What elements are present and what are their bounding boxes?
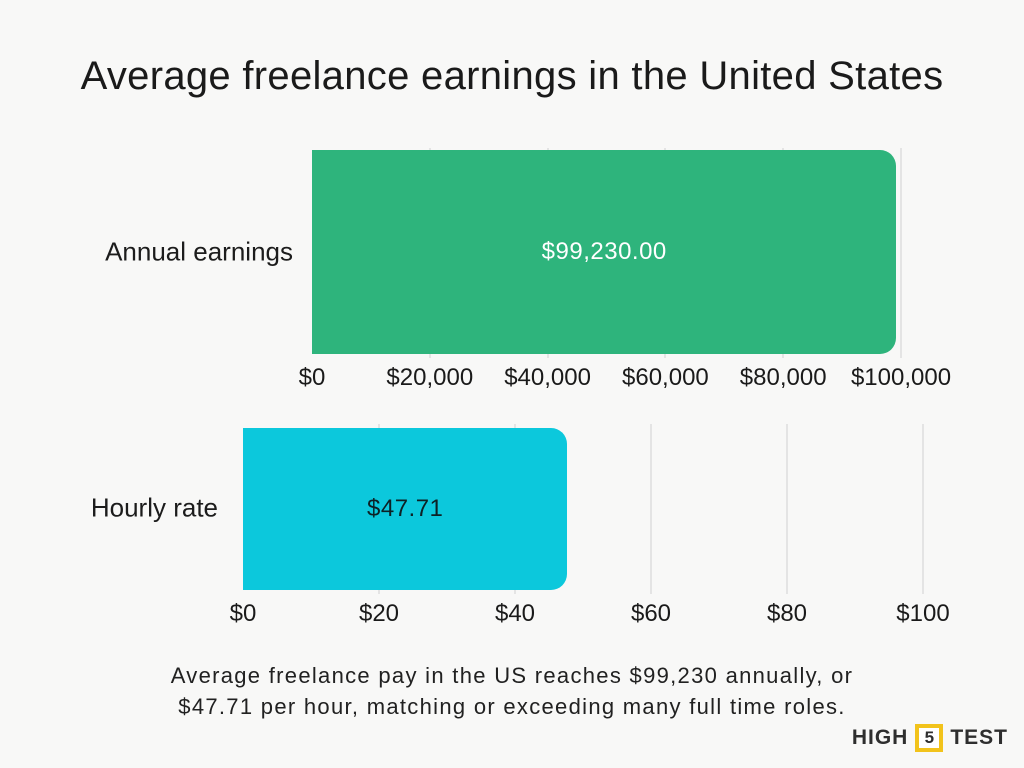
high5test-logo: HIGH 5 TEST	[852, 724, 1008, 752]
gridline	[922, 424, 924, 594]
x-tick-label: $20	[358, 600, 400, 627]
caption-line-2: $47.71 per hour, matching or exceeding m…	[178, 694, 846, 719]
x-tick-label: $60	[630, 600, 672, 627]
page-title: Average freelance earnings in the United…	[80, 54, 944, 98]
plot-area: $47.71	[243, 424, 924, 594]
gridline	[650, 424, 652, 594]
plot-area: $99,230.00	[312, 148, 902, 358]
logo-word-high: HIGH	[851, 726, 909, 749]
gridline	[786, 424, 788, 594]
category-label-annual-earnings: Annual earnings	[105, 236, 293, 267]
caption-line-1: Average freelance pay in the US reaches …	[170, 663, 854, 688]
x-tick-label: $40,000	[504, 364, 591, 391]
bar: $99,230.00	[312, 150, 897, 354]
logo-word-test: TEST	[950, 726, 1008, 749]
logo-number-box: 5	[915, 724, 944, 752]
x-tick-label: $20,000	[386, 364, 474, 391]
x-tick-label: $100,000	[850, 364, 952, 391]
bar: $47.71	[243, 428, 568, 590]
x-tick-label: $40	[494, 600, 536, 627]
x-tick-label: $0	[229, 600, 257, 627]
gridline	[900, 148, 902, 358]
category-label-hourly-rate: Hourly rate	[90, 492, 218, 523]
chart-caption: Average freelance pay in the US reaches …	[0, 660, 1024, 722]
x-axis: $0 $20,000 $40,000 $60,000 $80,000 $100,000	[299, 364, 951, 396]
bar-value-label: $99,230.00	[541, 238, 667, 265]
x-tick-label: $80	[766, 600, 808, 627]
bar-value-label: $47.71	[367, 495, 444, 522]
x-tick-label: $100	[896, 600, 950, 627]
x-tick-label: $0	[298, 364, 326, 391]
x-tick-label: $60,000	[622, 364, 709, 391]
x-axis: $0 $20 $40 $60 $80 $100	[230, 600, 950, 632]
x-tick-label: $80,000	[739, 364, 827, 391]
